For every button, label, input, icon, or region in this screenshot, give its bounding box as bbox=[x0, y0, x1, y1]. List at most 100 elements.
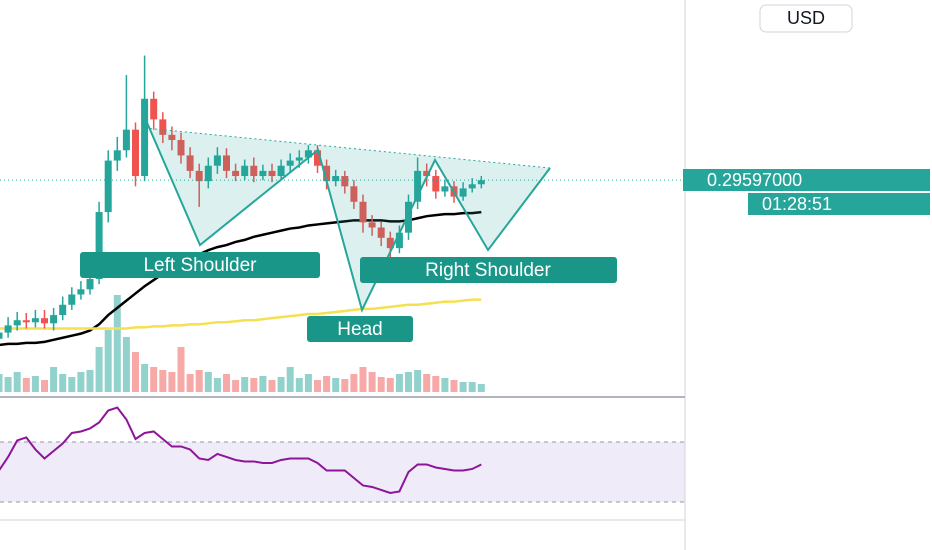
candle-body bbox=[377, 227, 385, 238]
candle-body bbox=[350, 186, 358, 202]
price-pane bbox=[0, 55, 685, 392]
candle-body bbox=[386, 237, 394, 249]
candle-body bbox=[223, 155, 230, 171]
candle-body bbox=[477, 180, 485, 185]
annotations: Left Shoulder Head Right Shoulder bbox=[80, 252, 617, 342]
candle-body bbox=[68, 294, 76, 305]
candle-body bbox=[77, 289, 85, 295]
volume-bar bbox=[395, 374, 403, 392]
volume-bar bbox=[368, 372, 376, 392]
candle-body bbox=[395, 232, 403, 249]
candle-body bbox=[177, 139, 185, 156]
candle-body bbox=[368, 222, 376, 228]
rsi-line bbox=[0, 406, 482, 494]
candle-body bbox=[13, 320, 21, 326]
volume-bar bbox=[350, 374, 358, 392]
candle-body bbox=[414, 170, 422, 202]
volume-bar bbox=[195, 370, 203, 392]
candle-body bbox=[59, 304, 67, 316]
candle-body bbox=[314, 150, 321, 166]
candle-body bbox=[250, 165, 258, 177]
pattern-outline bbox=[144, 117, 551, 313]
volume-bar bbox=[314, 380, 321, 392]
volume-bar bbox=[77, 372, 85, 392]
annotation-label: Right Shoulder bbox=[425, 260, 551, 281]
candle-body bbox=[122, 129, 130, 151]
candle-body bbox=[295, 157, 303, 161]
volume-bar bbox=[4, 377, 12, 392]
candle-body bbox=[423, 170, 431, 177]
candle-body bbox=[159, 119, 167, 135]
pattern-drawing bbox=[144, 117, 551, 313]
axes bbox=[0, 0, 686, 550]
pattern-fill bbox=[145, 118, 550, 310]
volume-bar bbox=[459, 382, 467, 392]
volume-bar bbox=[441, 378, 449, 392]
candle-body bbox=[459, 188, 467, 197]
candle-body bbox=[186, 155, 194, 171]
ma-line bbox=[0, 210, 482, 347]
candle-body bbox=[104, 160, 112, 213]
candle-body bbox=[113, 150, 121, 161]
candle-body bbox=[41, 318, 48, 324]
currency-button[interactable] bbox=[759, 4, 853, 33]
volume-bar bbox=[141, 364, 149, 392]
volume-bar bbox=[50, 367, 58, 392]
candle-body bbox=[195, 170, 203, 182]
volume-bar bbox=[250, 378, 258, 392]
volume-bar bbox=[414, 370, 422, 392]
volume-bar bbox=[223, 374, 230, 392]
rsi-pane bbox=[0, 406, 685, 503]
candle-body bbox=[304, 150, 312, 158]
volume-bar bbox=[323, 376, 331, 392]
volume-bar bbox=[113, 295, 121, 392]
volume-bar bbox=[304, 374, 312, 392]
countdown-label: 01:28:51 bbox=[762, 194, 832, 214]
currency-label[interactable]: USD bbox=[787, 8, 825, 28]
countdown-tag bbox=[748, 193, 930, 215]
candle-body bbox=[50, 315, 58, 324]
volume-bar bbox=[186, 374, 194, 392]
volume-bar bbox=[432, 376, 440, 392]
last-price-label: 0.29597000 bbox=[707, 170, 802, 190]
volume-bar bbox=[241, 377, 249, 392]
volume-bar bbox=[13, 372, 21, 392]
candle-body bbox=[405, 201, 412, 233]
volume-bar bbox=[104, 330, 112, 392]
volume-bar bbox=[377, 377, 385, 392]
volume-bar bbox=[132, 352, 139, 392]
volume-bar bbox=[423, 374, 431, 392]
candle-body bbox=[22, 320, 30, 323]
candle-body bbox=[141, 98, 149, 177]
volume-bar bbox=[159, 370, 167, 392]
volume-bar bbox=[468, 382, 476, 392]
volume-bar bbox=[477, 384, 485, 392]
volume-bar bbox=[59, 374, 67, 392]
volume-bar bbox=[150, 367, 158, 392]
candle-body bbox=[432, 176, 440, 192]
volume-bar bbox=[450, 380, 458, 392]
volume-bar bbox=[177, 347, 185, 392]
volume-bar bbox=[41, 380, 48, 392]
volume-bar bbox=[68, 377, 76, 392]
candle-body bbox=[4, 325, 12, 333]
volume-bar bbox=[386, 378, 394, 392]
candle-body bbox=[86, 279, 94, 290]
rsi-band bbox=[0, 441, 685, 502]
annotation-label: Left Shoulder bbox=[143, 255, 257, 276]
candle-body bbox=[277, 165, 285, 177]
candle-body bbox=[268, 170, 276, 177]
candle-body bbox=[323, 165, 331, 182]
candle-body bbox=[359, 201, 367, 223]
volume-bar bbox=[31, 376, 39, 392]
volume-bar bbox=[0, 374, 3, 392]
volume-bar bbox=[204, 372, 212, 392]
volume-bar bbox=[341, 379, 349, 392]
volume-bar bbox=[286, 367, 294, 392]
candle-body bbox=[241, 165, 249, 177]
volume-bar bbox=[22, 378, 30, 392]
candle-body bbox=[332, 176, 340, 182]
volume-bar bbox=[259, 376, 267, 392]
ma-line bbox=[0, 298, 482, 330]
candle-body bbox=[150, 98, 158, 120]
